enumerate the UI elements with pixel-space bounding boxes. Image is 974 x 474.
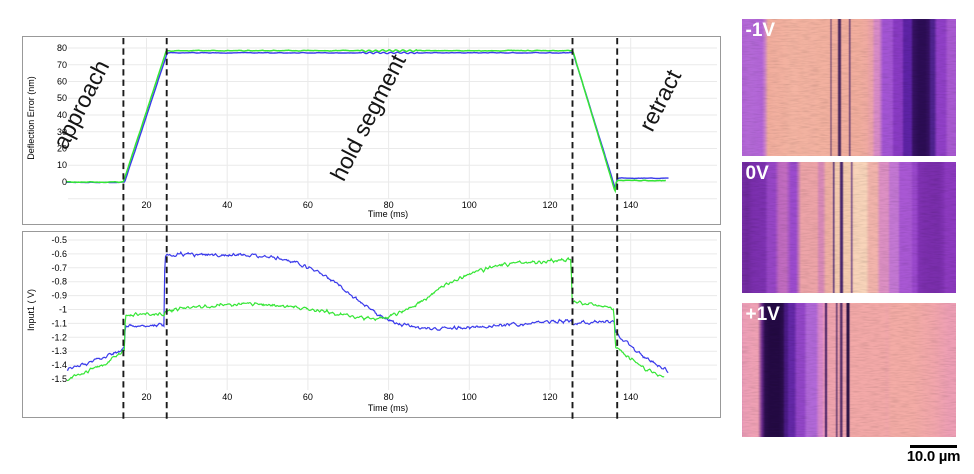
svg-text:80: 80: [57, 43, 67, 53]
svg-text:-1.3: -1.3: [51, 346, 67, 356]
svg-text:80: 80: [384, 392, 394, 402]
svg-text:140: 140: [623, 392, 638, 402]
svg-text:140: 140: [623, 200, 638, 210]
svg-text:Time (ms): Time (ms): [368, 403, 408, 413]
svg-text:70: 70: [57, 60, 67, 70]
svg-text:100: 100: [462, 392, 477, 402]
svg-text:100: 100: [462, 200, 477, 210]
svg-text:Time (ms): Time (ms): [368, 209, 408, 219]
svg-text:-1: -1: [59, 305, 67, 315]
svg-text:60: 60: [303, 200, 313, 210]
svg-text:-1.2: -1.2: [51, 332, 67, 342]
svg-text:120: 120: [542, 200, 557, 210]
svg-text:10: 10: [57, 160, 67, 170]
svg-text:-0.8: -0.8: [51, 277, 67, 287]
svg-text:Input1 ( V): Input1 ( V): [26, 289, 36, 331]
svg-text:-0.6: -0.6: [51, 249, 67, 259]
svg-text:-1.1: -1.1: [51, 318, 67, 328]
svg-text:20: 20: [57, 144, 67, 154]
svg-text:-0.9: -0.9: [51, 291, 67, 301]
svg-text:80: 80: [384, 200, 394, 210]
svg-text:-1.4: -1.4: [51, 360, 67, 370]
svg-text:0: 0: [62, 177, 67, 187]
svg-text:20: 20: [141, 200, 151, 210]
svg-text:60: 60: [57, 77, 67, 87]
svg-text:60: 60: [303, 392, 313, 402]
svg-text:40: 40: [57, 110, 67, 120]
svg-text:50: 50: [57, 93, 67, 103]
svg-text:-0.5: -0.5: [51, 235, 67, 245]
svg-text:Deflection Error (nm): Deflection Error (nm): [26, 76, 36, 160]
svg-text:30: 30: [57, 127, 67, 137]
svg-text:-0.7: -0.7: [51, 263, 67, 273]
svg-text:120: 120: [542, 392, 557, 402]
svg-text:40: 40: [222, 200, 232, 210]
svg-text:-1.5: -1.5: [51, 374, 67, 384]
svg-text:40: 40: [222, 392, 232, 402]
svg-text:20: 20: [141, 392, 151, 402]
